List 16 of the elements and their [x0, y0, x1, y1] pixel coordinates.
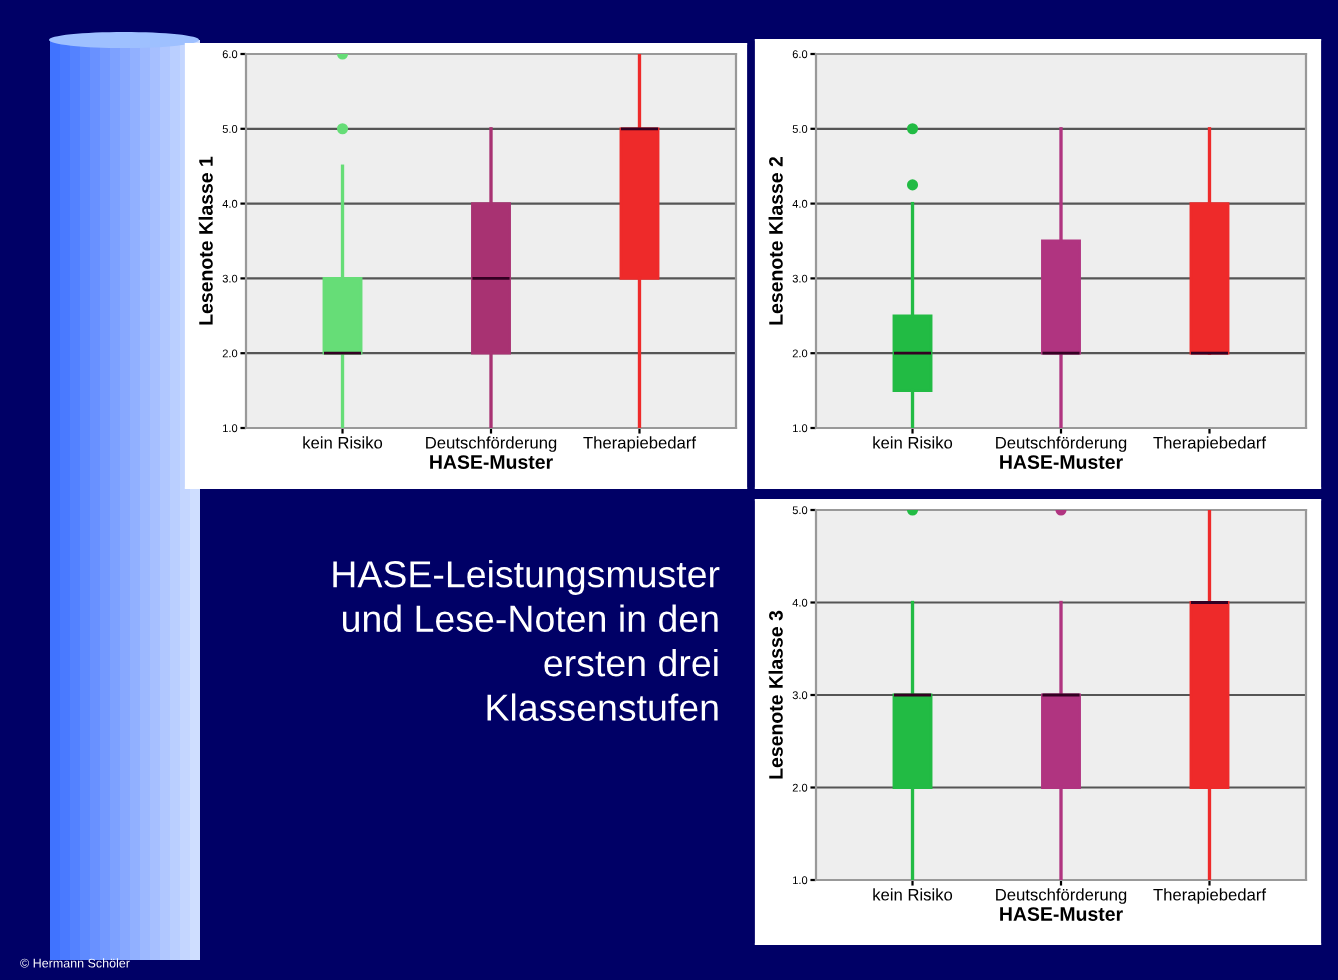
x-axis-title: HASE-Muster	[1000, 455, 1123, 469]
x-tick-label: Therapiebedarf	[1153, 888, 1267, 904]
x-tick-label: Therapiebedarf	[1153, 436, 1267, 452]
x-tick-label: kein Risiko	[873, 436, 953, 449]
x-tick-label: kein Risiko	[873, 888, 953, 901]
text: HASE-Leistungsmuster und Lese-Noten in den ersten drei Klassenstufen	[333, 560, 720, 721]
x-tick-label: Deutschförderung	[996, 888, 1127, 904]
y-axis-title: Lesenote Klasse 2	[768, 156, 783, 325]
x-tick-label: Therapiebedarf	[583, 436, 697, 452]
x-axis-title: HASE-Muster	[1000, 907, 1123, 921]
y-axis-title: Lesenote Klasse 1	[198, 156, 213, 325]
x-tick-label: Deutschförderung	[996, 436, 1127, 452]
y-axis-title: Lesenote Klasse 3	[768, 610, 783, 779]
x-axis-title: HASE-Muster	[430, 455, 553, 469]
x-tick-label: kein Risiko	[303, 436, 383, 449]
x-tick-label: Deutschförderung	[426, 436, 557, 452]
